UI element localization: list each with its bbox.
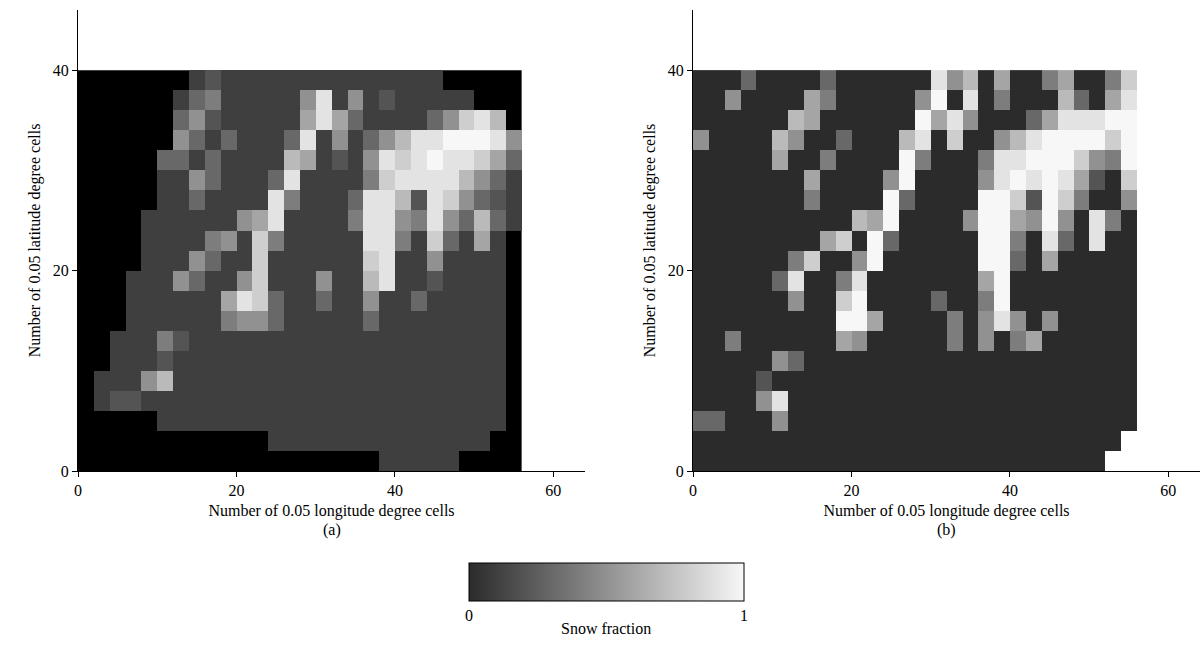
- svg-text:40: 40: [387, 482, 403, 499]
- svg-text:0: 0: [689, 482, 697, 499]
- svg-text:40: 40: [53, 62, 69, 79]
- svg-text:(b): (b): [937, 521, 956, 539]
- svg-text:0: 0: [465, 607, 473, 624]
- svg-text:Number of 0.05 longitude degre: Number of 0.05 longitude degree cells: [823, 502, 1069, 520]
- svg-text:0: 0: [74, 482, 82, 499]
- svg-text:20: 20: [668, 262, 684, 279]
- svg-text:0: 0: [61, 463, 69, 480]
- svg-text:60: 60: [1160, 482, 1176, 499]
- svg-text:1: 1: [740, 607, 748, 624]
- svg-text:0: 0: [676, 463, 684, 480]
- svg-text:Number of 0.05 longitude degre: Number of 0.05 longitude degree cells: [208, 502, 454, 520]
- svg-text:20: 20: [53, 262, 69, 279]
- svg-text:40: 40: [1002, 482, 1018, 499]
- svg-text:20: 20: [228, 482, 244, 499]
- svg-text:40: 40: [668, 62, 684, 79]
- svg-text:Snow fraction: Snow fraction: [561, 620, 651, 637]
- svg-text:60: 60: [545, 482, 561, 499]
- svg-text:Number of 0.05 latitude degree: Number of 0.05 latitude degree cells: [26, 124, 44, 358]
- svg-text:(a): (a): [323, 521, 341, 539]
- svg-text:20: 20: [843, 482, 859, 499]
- svg-text:Number of 0.05 latitude degree: Number of 0.05 latitude degree cells: [641, 124, 659, 358]
